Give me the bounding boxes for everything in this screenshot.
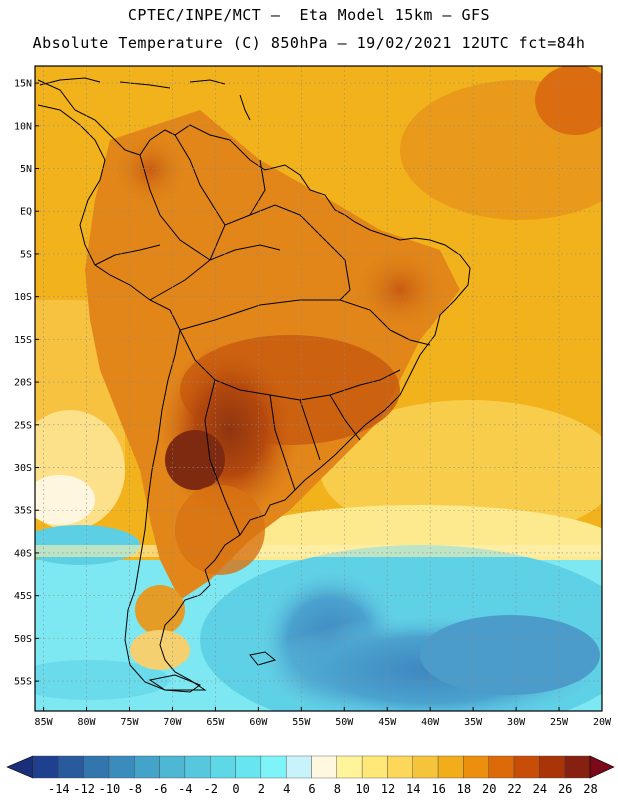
lat-tick-label: 10S	[14, 292, 32, 303]
colorbar-label: -12	[73, 782, 95, 796]
colorbar-label: 2	[258, 782, 265, 796]
lon-tick-label: 50W	[335, 717, 354, 728]
lat-tick-label: 10N	[14, 121, 32, 132]
colorbar-label: 14	[406, 782, 420, 796]
colorbar-low-arrow	[6, 755, 34, 779]
colorbar-swatch	[513, 755, 540, 779]
colorbar-swatch	[311, 755, 338, 779]
colorbar-swatch	[463, 755, 489, 779]
lon-tick-label: 60W	[249, 717, 268, 728]
colorbar-label: 8	[334, 782, 341, 796]
colorbar-swatch	[412, 755, 439, 779]
colorbar-label: -4	[178, 782, 192, 796]
lat-tick-label: EQ	[20, 207, 32, 218]
map-border	[34, 65, 603, 712]
lon-tick-label: 40W	[421, 717, 440, 728]
colorbar-label: 6	[308, 782, 315, 796]
chart-subtitle: Absolute Temperature (C) 850hPa – 19/02/…	[32, 34, 586, 52]
lon-tick-label: 65W	[206, 717, 225, 728]
longitude-axis: 85W 80W 75W 70W 65W 60W 55W 50W 45W 40W 35W 30W 25W 2…	[35, 707, 612, 728]
temperature-field	[35, 66, 602, 711]
colorbar-swatch	[285, 755, 312, 779]
lat-tick-label: 5N	[20, 164, 32, 175]
colorbar-swatch	[83, 755, 110, 779]
lon-tick-label: 80W	[78, 717, 97, 728]
colorbar-swatch	[260, 755, 287, 779]
colorbar-label: 0	[232, 782, 239, 796]
colorbar-label: 10	[355, 782, 369, 796]
lon-tick-label: 55W	[292, 717, 311, 728]
colorbar-label: -14	[48, 782, 70, 796]
lat-tick-label: 25S	[14, 420, 32, 431]
lat-tick-label: 35S	[14, 506, 32, 517]
colorbar-swatch	[159, 755, 186, 779]
colorbar-label: 4	[283, 782, 290, 796]
lat-tick-label: 40S	[14, 548, 32, 559]
colorbar-label: 26	[558, 782, 572, 796]
lon-tick-label: 35W	[464, 717, 483, 728]
lon-tick-label: 45W	[378, 717, 397, 728]
lon-tick-label: 25W	[550, 717, 569, 728]
colorbar-swatch	[58, 755, 84, 779]
colorbar-swatch	[108, 755, 135, 779]
colorbar-swatch	[32, 755, 59, 779]
colorbar-label: -6	[153, 782, 167, 796]
colorbar-label: -8	[128, 782, 142, 796]
lon-tick-label: 30W	[507, 717, 526, 728]
colorbar-label: 28	[583, 782, 597, 796]
colorbar-swatch	[437, 755, 464, 779]
colorbar-legend: -14 -12 -10 -8 -6 -4 -2 0 2 4 6 8 10 12 14 16 18 20 22 24 26…	[6, 755, 615, 796]
lat-lon-gridlines	[35, 66, 603, 711]
lon-tick-label: 70W	[163, 717, 182, 728]
colorbar-high-arrow	[589, 755, 615, 779]
lat-tick-label: 20S	[14, 378, 32, 389]
colorbar-label: 18	[457, 782, 471, 796]
lon-tick-label: 20W	[593, 717, 612, 728]
colorbar-swatch	[539, 755, 565, 779]
lat-tick-label: 55S	[14, 677, 32, 688]
lon-tick-label: 75W	[120, 717, 139, 728]
colorbar-label: -10	[99, 782, 121, 796]
colorbar-swatch	[336, 755, 363, 779]
colorbar-swatch	[184, 755, 211, 779]
colorbar-swatch	[564, 755, 591, 779]
lat-tick-label: 45S	[14, 591, 32, 602]
colorbar-label: 22	[507, 782, 521, 796]
lon-tick-label: 85W	[35, 717, 54, 728]
colorbar-swatch	[488, 755, 515, 779]
colorbar-label: 20	[482, 782, 496, 796]
latitude-axis: 15N 10N 5N EQ 5S 10S 15S 20S 25S 30S 35S 40S 45S 50S 5…	[14, 79, 39, 688]
colorbar-swatch	[361, 755, 388, 779]
lat-tick-label: 15N	[14, 79, 32, 90]
lat-tick-label: 30S	[14, 463, 32, 474]
colorbar-swatch	[387, 755, 413, 779]
colorbar-label: -2	[204, 782, 218, 796]
colorbar-swatch	[134, 755, 160, 779]
colorbar-label: 16	[431, 782, 445, 796]
coastline-outline	[37, 77, 471, 693]
lat-tick-label: 50S	[14, 634, 32, 645]
colorbar-swatch	[210, 755, 236, 779]
lat-tick-label: 5S	[20, 249, 32, 260]
colorbar-label: 12	[381, 782, 395, 796]
colorbar-swatch	[235, 755, 262, 779]
chart-title: CPTEC/INPE/MCT – Eta Model 15km – GFS	[127, 6, 491, 24]
colorbar-label: 24	[533, 782, 547, 796]
lat-tick-label: 15S	[14, 335, 32, 346]
